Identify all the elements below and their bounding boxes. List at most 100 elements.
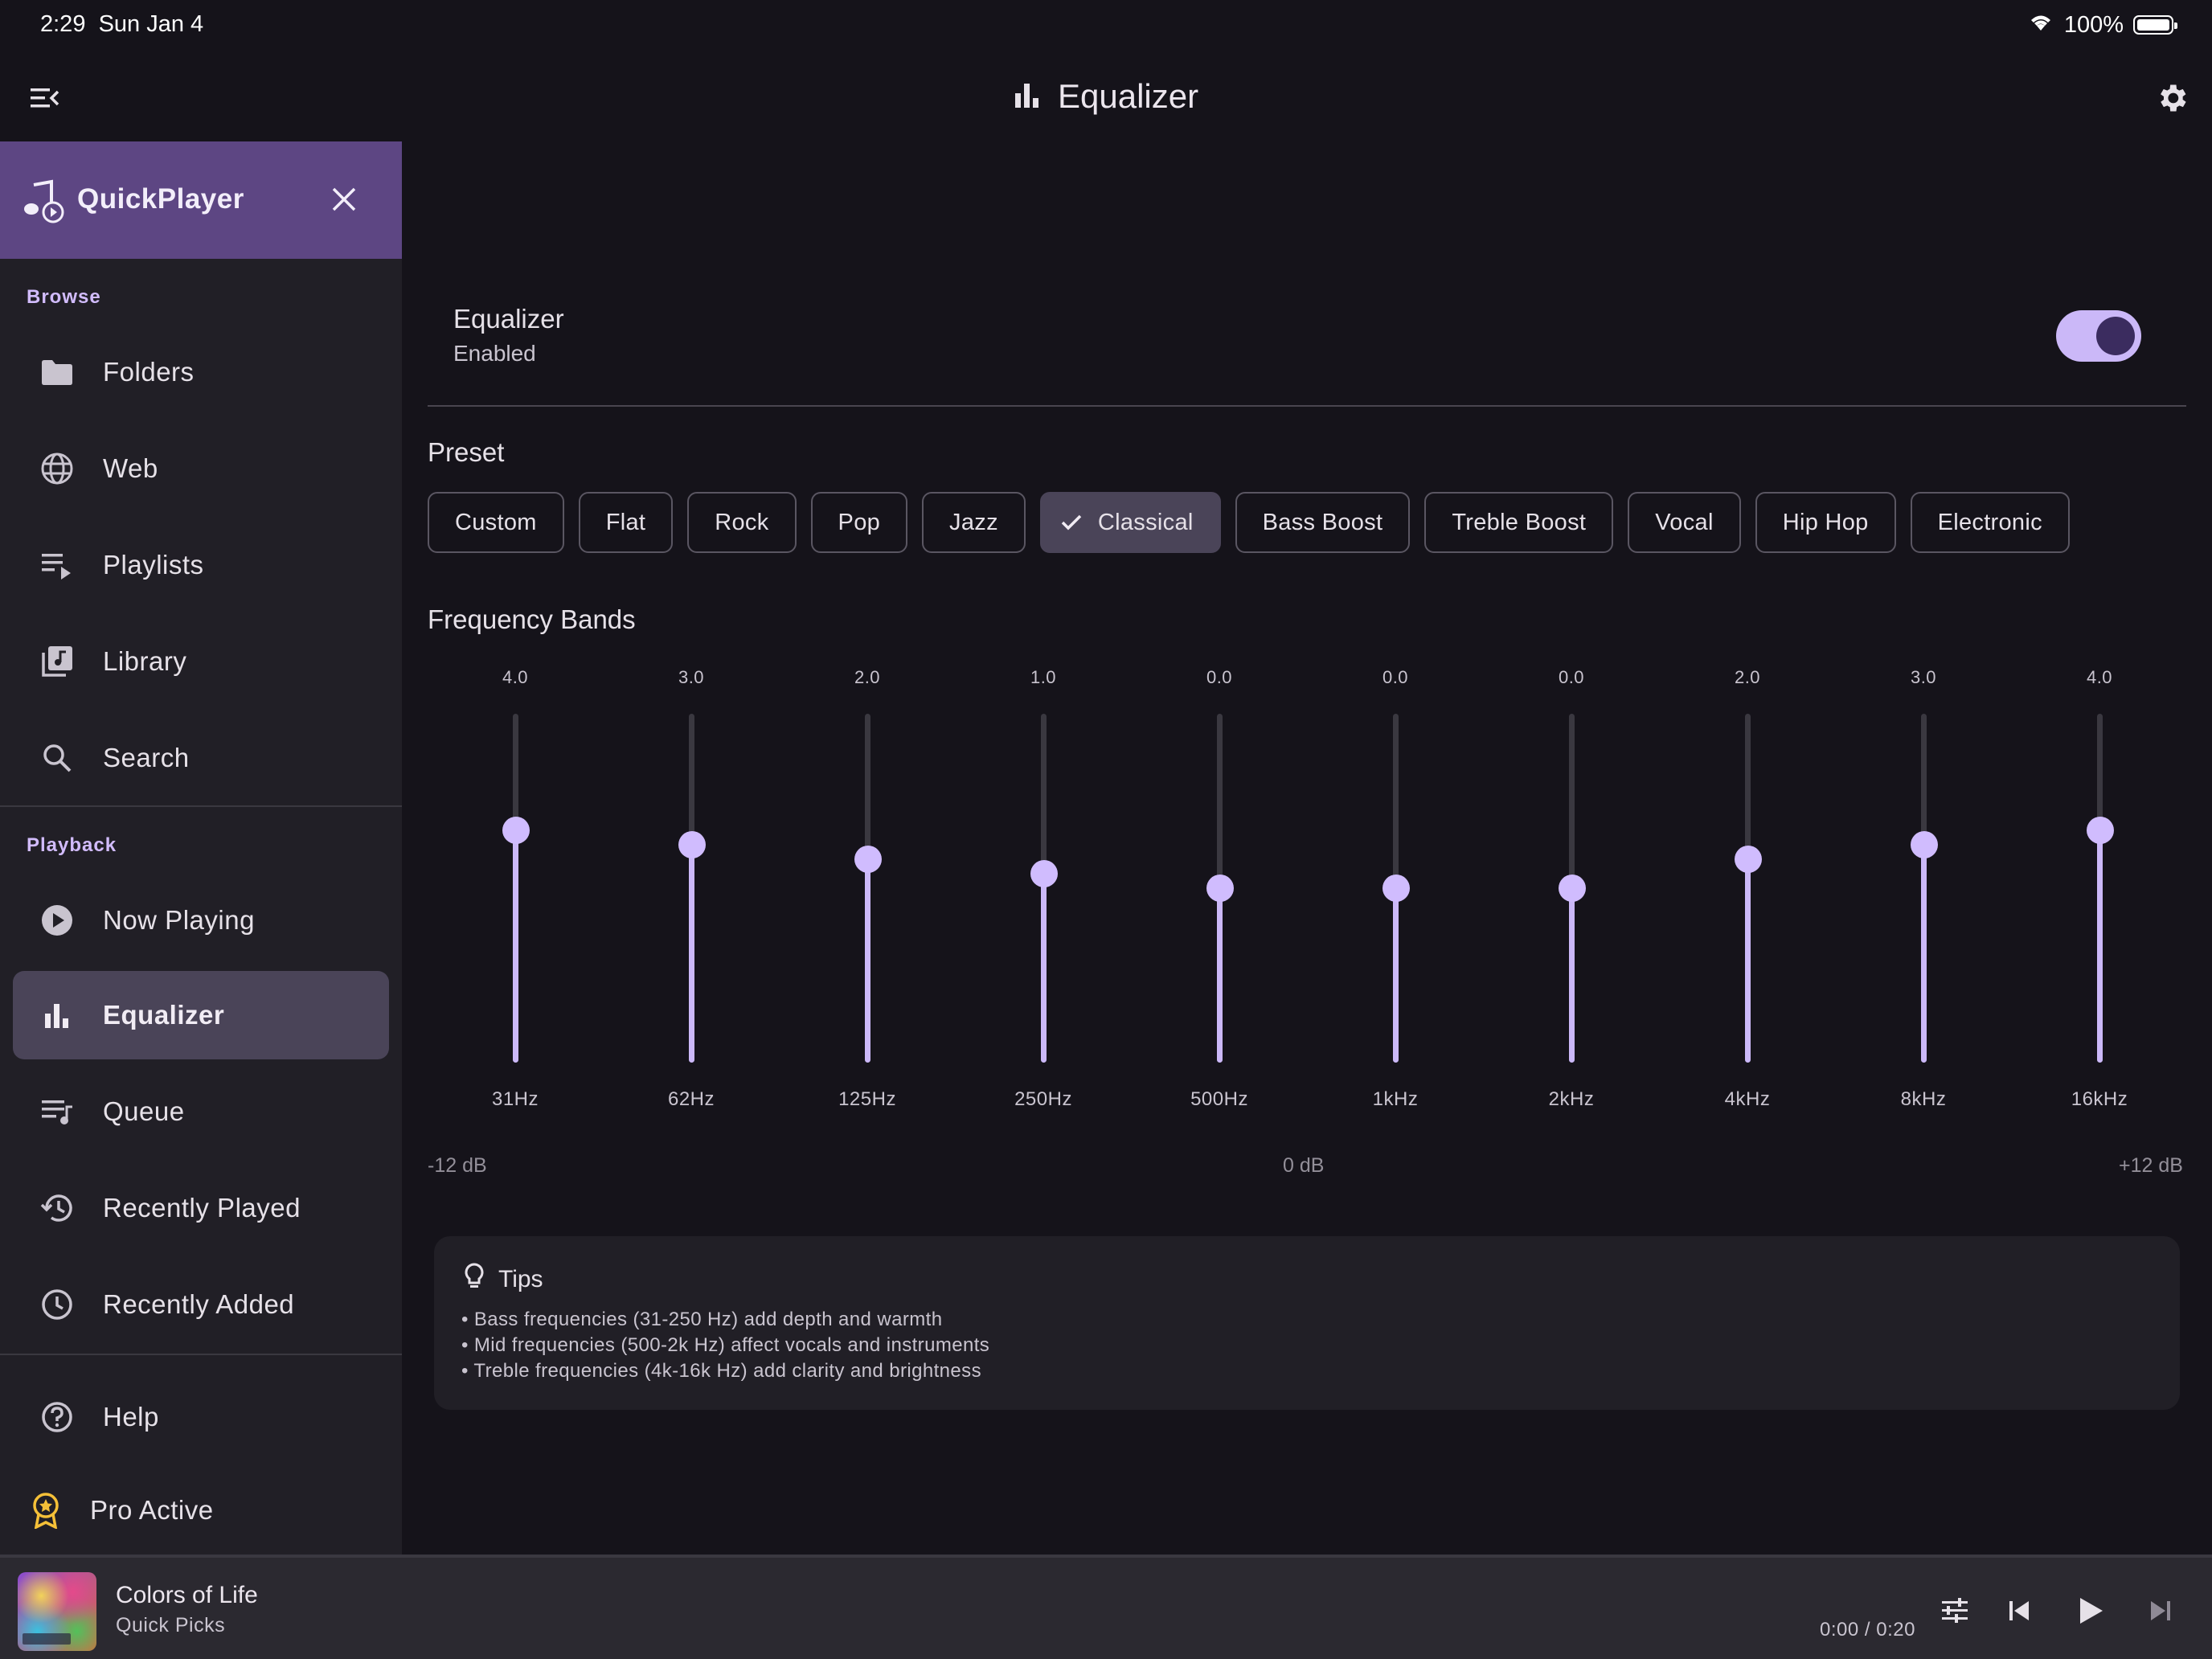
playlist-icon — [37, 545, 77, 585]
equalizer-setting-status: Enabled — [453, 341, 536, 366]
preset-chip-classical[interactable]: Classical — [1039, 492, 1221, 553]
sidebar-item-playlists[interactable]: Playlists — [13, 521, 389, 609]
chip-label: Jazz — [949, 509, 998, 535]
folder-icon — [37, 352, 77, 392]
slider-fill — [2097, 830, 2103, 1063]
sidebar-divider — [0, 1354, 402, 1355]
slider-fill — [1921, 844, 1927, 1063]
sidebar-item-label: Now Playing — [103, 905, 255, 935]
play-circle-icon — [37, 900, 77, 940]
library-icon — [37, 641, 77, 682]
equalizer-icon — [37, 995, 77, 1035]
sidebar: QuickPlayer Browse Folders Web Playlists… — [0, 141, 402, 1555]
sidebar-item-label: Pro Active — [90, 1495, 214, 1525]
band-frequency: 62Hz — [667, 1088, 715, 1110]
skip-previous-icon[interactable] — [1993, 1585, 2045, 1636]
band-frequency: 4kHz — [1724, 1088, 1771, 1110]
sidebar-item-web[interactable]: Web — [13, 424, 389, 513]
sidebar-item-pro-active[interactable]: Pro Active — [13, 1466, 389, 1555]
band-frequency: 125Hz — [838, 1088, 896, 1110]
sidebar-item-now-playing[interactable]: Now Playing — [13, 876, 389, 965]
app-bar-title: Equalizer — [1013, 74, 1198, 119]
section-playback: Playback — [27, 834, 117, 856]
menu-open-icon[interactable] — [23, 76, 68, 121]
slider-fill — [865, 858, 870, 1063]
band-value: 1.0 — [1030, 667, 1057, 687]
slider-thumb[interactable] — [854, 845, 882, 873]
battery-icon — [2133, 15, 2177, 35]
sidebar-item-recently-played[interactable]: Recently Played — [13, 1164, 389, 1252]
slider-thumb[interactable] — [502, 816, 530, 844]
chip-label: Hip Hop — [1782, 509, 1869, 535]
sidebar-item-label: Recently Played — [103, 1193, 301, 1223]
chip-label: Pop — [838, 509, 881, 535]
album-art[interactable] — [18, 1572, 96, 1651]
chip-label: Rock — [715, 509, 769, 535]
tune-icon[interactable] — [1929, 1585, 1981, 1636]
status-date: Sun Jan 4 — [98, 11, 204, 37]
search-icon — [37, 738, 77, 778]
slider-thumb[interactable] — [1911, 830, 1938, 858]
sidebar-item-recently-added[interactable]: Recently Added — [13, 1260, 389, 1349]
page-title: Equalizer — [1058, 77, 1199, 115]
slider-thumb[interactable] — [1030, 859, 1058, 887]
band-frequency: 500Hz — [1190, 1088, 1248, 1110]
slider-fill — [1569, 888, 1575, 1063]
slider-thumb[interactable] — [678, 830, 706, 858]
sidebar-divider — [0, 805, 402, 807]
preset-chip-custom[interactable]: Custom — [428, 492, 564, 553]
chip-label: Custom — [455, 509, 537, 535]
band-value: 3.0 — [678, 667, 705, 687]
sidebar-item-folders[interactable]: Folders — [13, 328, 389, 416]
sidebar-item-queue[interactable]: Queue — [13, 1067, 389, 1156]
chip-label: Electronic — [1937, 509, 2042, 535]
sidebar-item-label: Queue — [103, 1096, 185, 1126]
sidebar-item-library[interactable]: Library — [13, 617, 389, 706]
sidebar-item-label: Library — [103, 646, 187, 676]
status-right: 100% — [2027, 11, 2177, 39]
clock-icon — [37, 1284, 77, 1325]
skip-next-icon[interactable] — [2135, 1585, 2186, 1636]
band-value: 0.0 — [1558, 667, 1585, 687]
chip-label: Vocal — [1655, 509, 1714, 535]
lightbulb-icon — [463, 1262, 485, 1297]
playback-time: 0:00 / 0:20 — [1820, 1619, 1915, 1641]
preset-chip-pop[interactable]: Pop — [810, 492, 908, 553]
chip-label: Flat — [605, 509, 646, 535]
equalizer-icon — [1013, 80, 1042, 113]
slider-fill — [1217, 888, 1223, 1063]
tips-lines: • Bass frequencies (31-250 Hz) add depth… — [461, 1307, 989, 1384]
slider-thumb[interactable] — [1382, 875, 1410, 902]
sidebar-item-equalizer[interactable]: Equalizer — [13, 971, 389, 1059]
preset-chip-vocal[interactable]: Vocal — [1628, 492, 1741, 553]
slider-thumb[interactable] — [1559, 875, 1586, 902]
queue-icon — [37, 1092, 77, 1132]
band-value: 4.0 — [2086, 667, 2113, 687]
preset-chip-electronic[interactable]: Electronic — [1910, 492, 2070, 553]
sidebar-item-search[interactable]: Search — [13, 714, 389, 802]
sidebar-item-label: Help — [103, 1402, 159, 1432]
preset-chip-jazz[interactable]: Jazz — [922, 492, 1026, 553]
gear-icon[interactable] — [2148, 74, 2196, 122]
sidebar-item-help[interactable]: Help — [13, 1373, 389, 1461]
preset-chip-treble-boost[interactable]: Treble Boost — [1424, 492, 1614, 553]
equalizer-toggle[interactable] — [2056, 310, 2141, 362]
slider-thumb[interactable] — [1206, 875, 1234, 902]
status-time: 2:29 Sun Jan 4 — [40, 11, 203, 38]
slider-thumb[interactable] — [1735, 845, 1762, 873]
slider-thumb[interactable] — [2087, 816, 2114, 844]
mini-player[interactable]: Colors of Life Quick Picks 0:00 / 0:20 — [0, 1555, 2212, 1659]
close-icon[interactable] — [322, 177, 367, 222]
db-max-label: +12 dB — [2119, 1154, 2183, 1177]
section-divider — [428, 405, 2186, 407]
song-title: Colors of Life — [116, 1582, 258, 1608]
preset-chip-hip-hop[interactable]: Hip Hop — [1755, 492, 1896, 553]
preset-chip-rock[interactable]: Rock — [687, 492, 797, 553]
status-clock: 2:29 — [40, 11, 86, 37]
chip-label: Bass Boost — [1262, 509, 1383, 535]
preset-chip-bass-boost[interactable]: Bass Boost — [1235, 492, 1411, 553]
preset-chip-flat[interactable]: Flat — [578, 492, 674, 553]
wifi-icon — [2027, 11, 2054, 39]
band-value: 4.0 — [502, 667, 529, 687]
play-icon[interactable] — [2064, 1585, 2116, 1636]
